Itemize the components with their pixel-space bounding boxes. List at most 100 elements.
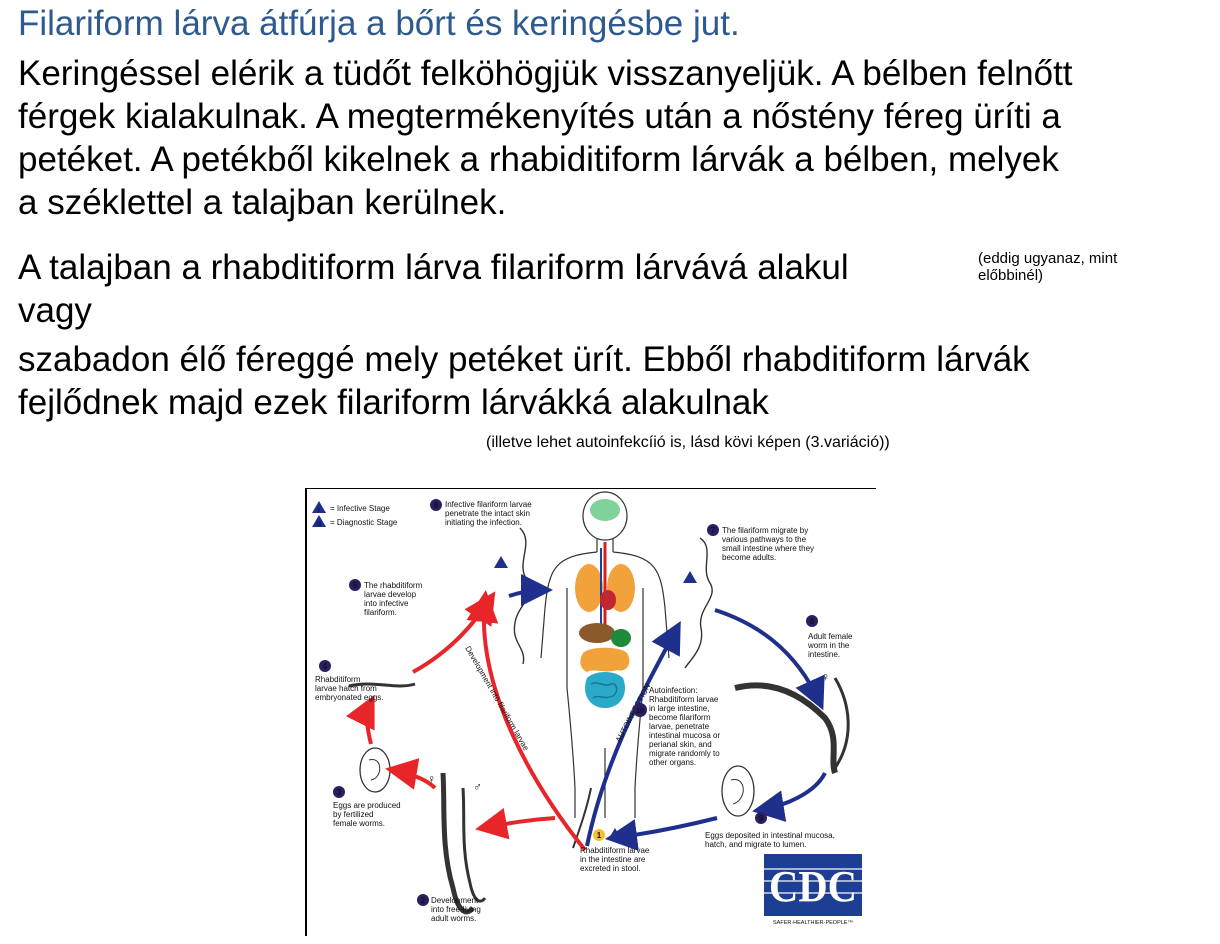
rhabditiform-larva-1 [572, 787, 592, 849]
autoinfection-note: (illetve lehet autoinfekcíió is, lásd kö… [486, 434, 890, 451]
paragraph-3: szabadon élő féreggé mely petéket ürít. … [18, 338, 1030, 424]
cdc-logo: CDC SAFER·HEALTHIER·PEOPLE™ [764, 854, 862, 926]
stage-markers [494, 556, 697, 840]
step-text: larvae, penetrate [649, 722, 710, 731]
step-2: 2 Development into free-living adult wor… [417, 894, 481, 923]
step-text: embryonated eggs. [315, 693, 384, 702]
text-line: vagy [18, 291, 92, 330]
step-text: Rhabditiform [315, 675, 361, 684]
diagnostic-label: = Diagnostic Stage [330, 518, 398, 527]
step-9: 9 Eggs deposited in intestinal mucosa, h… [705, 812, 835, 849]
filariform-larva-skin [513, 527, 531, 665]
worm-illustrations [348, 527, 850, 915]
step-text: into infective [364, 599, 409, 608]
paragraph-2: A talajban a rhabditiform lárva filarifo… [18, 246, 849, 332]
step-text: other organs. [649, 758, 696, 767]
rhabditiform-larva-5 [348, 682, 416, 688]
egg-9 [721, 765, 755, 817]
text-line: petéket. A petékből kikelnek a rhabiditi… [18, 140, 1059, 179]
step-number-badge [430, 499, 442, 511]
step-text: Adult female [808, 632, 853, 641]
human-body-illustration [540, 491, 670, 818]
step-8: 8 Adult female worm in the intestine. [806, 615, 853, 659]
step-1: 1 Rhabditiform larvae in the intestine a… [580, 829, 650, 873]
male-symbol: ♂ [473, 780, 482, 794]
step-number: 7 [711, 526, 716, 535]
egg-3 [359, 747, 391, 793]
step-number: 3 [337, 788, 342, 797]
free-living-cycle-arrows [345, 590, 587, 852]
infective-label: = Infective Stage [330, 504, 390, 513]
step-text: intestine. [808, 650, 840, 659]
text-line: szabadon élő féreggé mely petéket ürít. … [18, 340, 1030, 379]
step-text: Development [431, 896, 479, 905]
text-line: A talajban a rhabditiform lárva filarifo… [18, 248, 849, 287]
step-text: filariform. [364, 608, 397, 617]
parasitic-cycle-arrows [508, 574, 827, 851]
step-text: in the intestine are [580, 855, 646, 864]
step-text: adult worms. [431, 914, 476, 923]
step-10: 10 Autoinfection: Rhabditiform larvae in… [633, 686, 720, 767]
step-5: 5 The rhabditiform larvae develop into i… [349, 579, 423, 617]
adult-female-worm [734, 682, 838, 774]
step-4: 4 Rhabditiform larvae hatch from embryon… [315, 660, 384, 702]
step-text: various pathways to the [722, 535, 807, 544]
step-text: Rhabditiform larvae [580, 846, 650, 855]
step-3: 3 Eggs are produced by fertilized female… [333, 786, 401, 828]
step-text: worm in the [807, 641, 850, 650]
step-text: by fertilized [333, 810, 373, 819]
infective-marker-icon [494, 556, 508, 568]
step-number: 2 [421, 896, 426, 905]
female-symbol: ♀ [821, 670, 830, 684]
step-text: larvae develop [364, 590, 417, 599]
step-text: Autoinfection: [649, 686, 697, 695]
step-text: The rhabditiform [364, 581, 423, 590]
step-text: female worms. [333, 819, 385, 828]
step-number: 6 [434, 501, 439, 510]
side-note: (eddig ugyanaz, mint előbbinél) [978, 250, 1117, 284]
step-text: migrate randomly to [649, 749, 720, 758]
step-text: become adults. [722, 553, 776, 562]
infective-marker-icon [683, 571, 697, 583]
step-number: 10 [636, 708, 644, 715]
free-living-female-worm [440, 772, 475, 915]
step-number-badge [417, 894, 429, 906]
step-text: larvae hatch from [315, 684, 377, 693]
development-path-label: Development into filariform larvae [463, 645, 531, 753]
text-line: Keringéssel elérik a tüdőt felköhögjük v… [18, 54, 1073, 93]
infective-triangle-icon [312, 501, 326, 513]
step-number-badge [333, 786, 345, 798]
step-text: small intestine where they [722, 544, 814, 553]
step-text: initiating the infection. [445, 518, 522, 527]
text-line: férgek kialakulnak. A megtermékenyítés u… [18, 97, 1061, 136]
step-text: excreted in stool. [580, 864, 640, 873]
step-text: in large intestine, [649, 704, 709, 713]
step-text: hatch, and migrate to lumen. [705, 840, 806, 849]
step-number-badge [593, 829, 605, 841]
step-text: Eggs are produced [333, 801, 401, 810]
step-number-badge [319, 660, 331, 672]
free-living-male-worm [461, 787, 487, 903]
slide-title: Filariform lárva átfúrja a bőrt és kerin… [18, 4, 740, 43]
step-6: 6 Infective filariform larvae penetrate … [430, 499, 532, 527]
step-number-badge [633, 703, 647, 717]
step-number: 4 [323, 662, 328, 671]
step-number-badge [755, 812, 767, 824]
step-text: perianal skin, and [649, 740, 712, 749]
diagnostic-triangle-icon [312, 515, 326, 527]
cdc-tagline: SAFER·HEALTHIER·PEOPLE™ [773, 920, 853, 926]
life-cycle-svg: i = Infective Stage d = Diagnostic Stage [305, 488, 876, 936]
paragraph-1: Keringéssel elérik a tüdőt felköhögjük v… [18, 52, 1073, 224]
step-text: become filariform [649, 713, 711, 722]
step-number: 8 [810, 617, 815, 626]
life-cycle-diagram: i = Infective Stage d = Diagnostic Stage [305, 488, 876, 936]
infective-symbol: i [318, 507, 320, 514]
note-line: (eddig ugyanaz, mint [978, 250, 1118, 267]
step-text: intestinal mucosa or [649, 731, 720, 740]
diagnostic-marker-icon [608, 828, 622, 840]
step-text: Rhabditiform larvae [649, 695, 719, 704]
step-text: The filariform migrate by [722, 526, 808, 535]
legend: i = Infective Stage d = Diagnostic Stage [312, 501, 398, 528]
step-number-badge [806, 615, 818, 627]
step-number: 9 [759, 814, 764, 823]
